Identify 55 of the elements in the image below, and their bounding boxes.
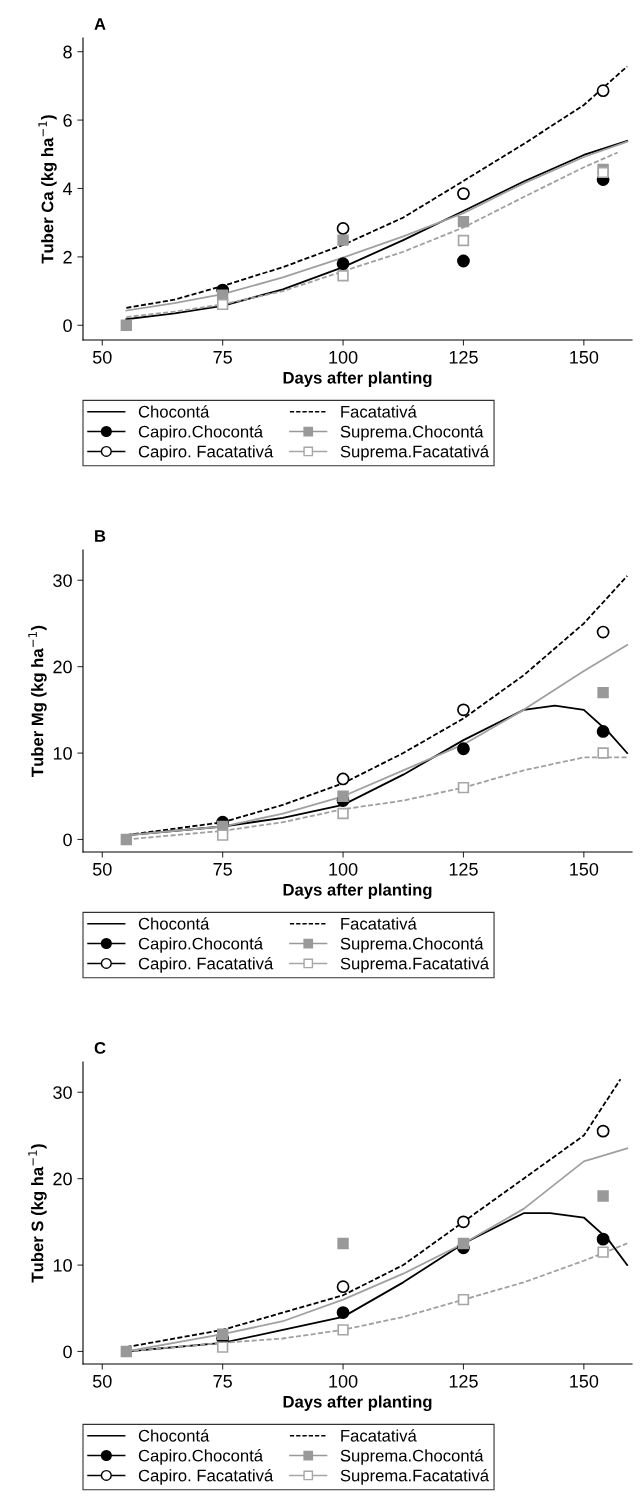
y-tick-label: 8 [63, 45, 72, 59]
x-tick-label: 150 [570, 862, 599, 876]
x-tick-label: 150 [570, 350, 599, 364]
legend-label: Chocontá [138, 1429, 210, 1442]
x-axis-title: Days after planting [283, 371, 432, 388]
y-axis-title: Tuber Ca (kg ha$^{−1}$) [38, 115, 57, 264]
x-tick-label: 150 [570, 1374, 599, 1388]
x-tick-label: 125 [449, 862, 478, 876]
x-tick-label: 125 [449, 1374, 478, 1388]
y-tick-label: 2 [63, 250, 72, 264]
y-tick-label: 0 [63, 1345, 72, 1359]
x-tick-label: 75 [213, 1375, 232, 1388]
legend-label: Facatativá [341, 405, 417, 418]
legend-label: Capiro. Facatativá [138, 1469, 274, 1485]
x-tick-label: 100 [329, 350, 358, 364]
x-tick-label: 125 [449, 350, 478, 364]
legend-label: Chocontá [138, 405, 210, 418]
legend-label: Suprema.Chocontá [340, 425, 484, 441]
x-axis-title: Days after planting [283, 883, 432, 900]
legend-label: Suprema.Facatativá [340, 1469, 490, 1485]
y-axis-title: Tuber S (kg ha$^{−1}$) [28, 1144, 47, 1283]
legend-label: Facatativá [341, 917, 417, 930]
x-tick-label: 50 [92, 862, 112, 876]
x-tick-label: 50 [92, 350, 112, 364]
legend-label: Capiro.Chocontá [138, 937, 264, 953]
chart-title: C [94, 1042, 106, 1054]
y-tick-label: 30 [53, 574, 72, 587]
legend-label: Capiro.Chocontá [138, 1449, 264, 1465]
legend-label: Suprema.Chocontá [340, 937, 484, 953]
y-tick-label: 6 [63, 114, 72, 127]
legend-label: Chocontá [138, 917, 210, 930]
y-tick-label: 10 [53, 1259, 72, 1272]
legend-label: Capiro. Facatativá [138, 957, 274, 973]
x-tick-label: 75 [213, 863, 232, 876]
y-tick-label: 10 [53, 747, 72, 760]
legend-label: Capiro.Chocontá [138, 425, 264, 441]
y-tick-label: 20 [53, 1172, 72, 1186]
y-tick-label: 20 [53, 660, 72, 674]
legend-label: Capiro. Facatativá [138, 445, 274, 461]
x-tick-label: 75 [213, 351, 232, 364]
x-tick-label: 100 [329, 862, 358, 876]
y-tick-label: 30 [53, 1086, 72, 1099]
x-tick-label: 50 [92, 1374, 112, 1388]
legend-label: Suprema.Facatativá [340, 445, 490, 461]
legend-label: Suprema.Chocontá [340, 1449, 484, 1465]
x-tick-label: 100 [329, 1374, 358, 1388]
x-axis-title: Days after planting [283, 1395, 432, 1412]
chart-title: B [95, 530, 106, 542]
chart-title: A [94, 18, 106, 30]
y-tick-label: 4 [62, 182, 73, 196]
y-tick-label: 0 [63, 833, 72, 847]
legend-label: Suprema.Facatativá [340, 957, 490, 973]
y-tick-label: 0 [63, 319, 72, 333]
y-axis-title: Tuber Mg (kg ha$^{−1}$) [28, 625, 47, 777]
legend-label: Facatativá [341, 1429, 417, 1442]
